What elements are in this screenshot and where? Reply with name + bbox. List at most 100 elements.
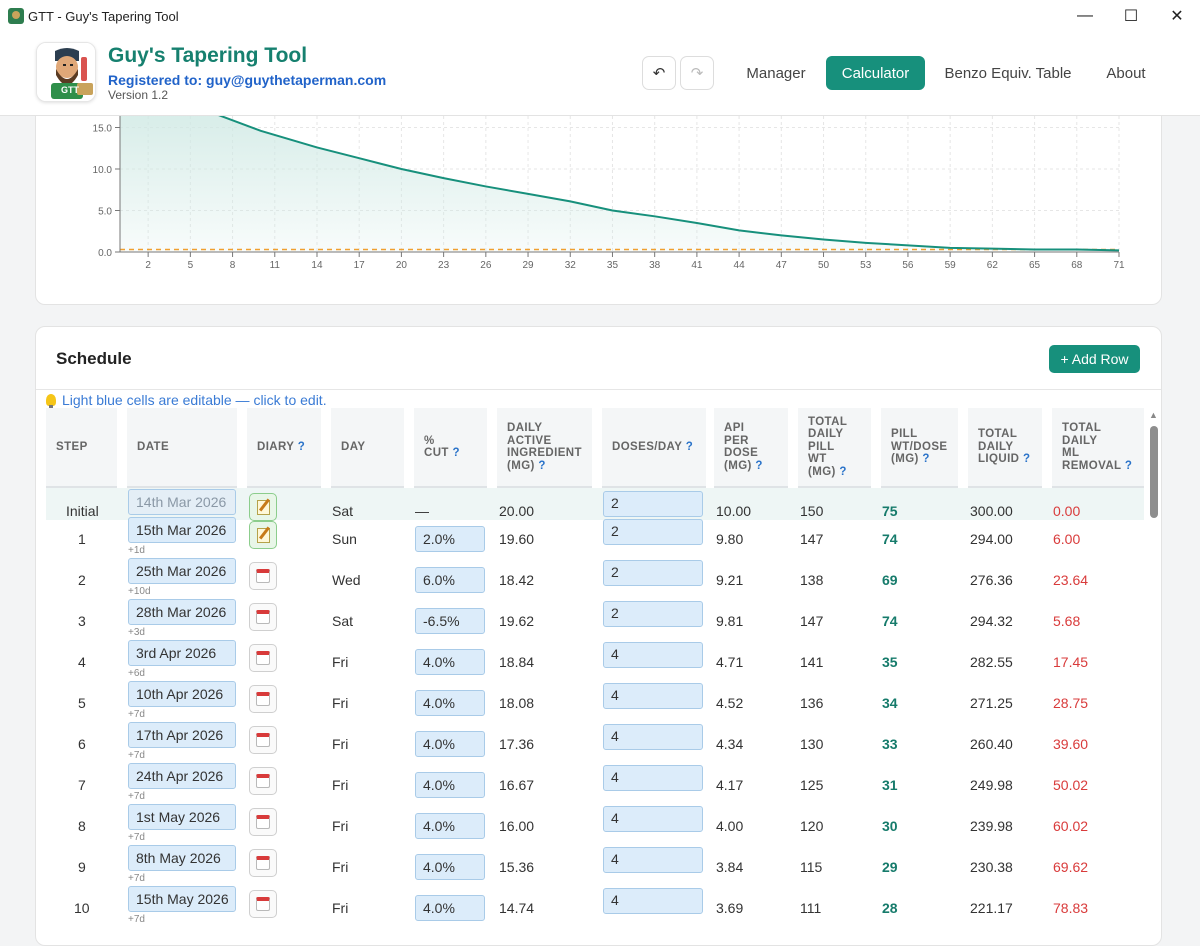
doses-input[interactable]: 4: [603, 724, 703, 750]
x-tick-label: 59: [945, 260, 957, 271]
api-cell: 4.71: [716, 654, 744, 670]
header-tpw: TOTAL DAILY PILL WT (MG) ?: [798, 408, 871, 486]
date-input[interactable]: 28th Mar 2026: [128, 599, 236, 625]
scroll-thumb[interactable]: [1150, 426, 1158, 518]
header-pwd-text: PILL: [891, 428, 918, 441]
nav-manager[interactable]: Manager: [746, 64, 806, 82]
nav-calculator[interactable]: Calculator: [826, 56, 925, 90]
removal-cell: 17.45: [1053, 654, 1089, 670]
diary-button[interactable]: [249, 808, 277, 836]
daily-ingredient-cell: 15.36: [499, 859, 535, 875]
diary-button[interactable]: [249, 890, 277, 918]
nav-benzo-table[interactable]: Benzo Equiv. Table: [944, 64, 1072, 82]
header-dai-text: ACTIVE: [507, 434, 552, 447]
pill-weight-cell: 136: [800, 695, 824, 711]
minimize-button[interactable]: —: [1077, 7, 1093, 24]
calendar-icon: [256, 651, 270, 665]
date-input[interactable]: 8th May 2026: [128, 845, 236, 871]
undo-button[interactable]: ↶: [642, 56, 676, 90]
header-pwd-text: WT/DOSE: [891, 440, 948, 453]
doses-input[interactable]: 4: [603, 847, 703, 873]
doses-input[interactable]: 4: [603, 888, 703, 914]
diary-button[interactable]: [249, 603, 277, 631]
pill-per-dose-cell: 74: [882, 613, 898, 629]
date-input[interactable]: 3rd Apr 2026: [128, 640, 236, 666]
cut-input[interactable]: -6.5%: [415, 608, 485, 634]
header-api-text: (MG): [724, 459, 752, 472]
date-input[interactable]: 1st May 2026: [128, 804, 236, 830]
liquid-cell: 249.98: [970, 777, 1013, 793]
redo-icon: ↷: [690, 65, 704, 82]
add-row-button[interactable]: + Add Row: [1049, 345, 1140, 373]
window-scrollbar[interactable]: [1182, 116, 1200, 930]
cut-input[interactable]: 6.0%: [415, 567, 485, 593]
header-dai-text: DAILY: [507, 422, 543, 434]
help-icon[interactable]: ?: [839, 465, 847, 478]
diary-button[interactable]: [249, 644, 277, 672]
pill-weight-cell: 130: [800, 736, 824, 752]
lightbulb-icon: [46, 394, 56, 408]
cut-input[interactable]: 4.0%: [415, 895, 485, 921]
day-cell: Sat: [332, 613, 354, 629]
help-icon[interactable]: ?: [452, 447, 460, 459]
cut-input[interactable]: 4.0%: [415, 690, 485, 716]
diary-button[interactable]: [249, 493, 277, 521]
header-dai-text: (MG): [507, 459, 535, 472]
help-icon[interactable]: ?: [1022, 453, 1031, 466]
cut-input[interactable]: 4.0%: [415, 772, 485, 798]
doses-input[interactable]: 2: [603, 560, 703, 586]
nav-about[interactable]: About: [1106, 64, 1146, 82]
cut-input[interactable]: 4.0%: [415, 813, 485, 839]
cut-input[interactable]: 4.0%: [415, 731, 485, 757]
redo-button[interactable]: ↷: [680, 56, 714, 90]
daily-ingredient-cell: 14.74: [499, 900, 535, 916]
diary-button[interactable]: [249, 849, 277, 877]
pill-weight-cell: 115: [800, 859, 823, 875]
diary-button[interactable]: [249, 562, 277, 590]
doses-input[interactable]: 2: [603, 601, 703, 627]
x-tick-label: 71: [1113, 260, 1125, 271]
help-icon[interactable]: ?: [755, 459, 763, 472]
diary-button[interactable]: [249, 521, 277, 549]
cut-input[interactable]: 4.0%: [415, 854, 485, 880]
maximize-button[interactable]: ☐: [1123, 8, 1139, 25]
help-icon[interactable]: ?: [1124, 459, 1133, 472]
step-cell: 4: [78, 654, 86, 670]
cut-input[interactable]: 2.0%: [415, 526, 485, 552]
pill-per-dose-cell: 33: [882, 736, 898, 752]
hint-text: Light blue cells are editable — click to…: [62, 392, 327, 408]
version-text: Version 1.2: [108, 88, 169, 102]
step-cell: 7: [78, 777, 86, 793]
date-input[interactable]: 15th May 2026: [128, 886, 236, 912]
table-scrollbar[interactable]: ▲: [1148, 410, 1160, 930]
diary-button[interactable]: [249, 685, 277, 713]
date-input[interactable]: 17th Apr 2026: [128, 722, 236, 748]
help-icon[interactable]: ?: [922, 453, 930, 466]
doses-input[interactable]: 4: [603, 806, 703, 832]
doses-input[interactable]: 4: [603, 765, 703, 791]
diary-button[interactable]: [249, 726, 277, 754]
cut-input[interactable]: 4.0%: [415, 649, 485, 675]
removal-cell: 60.02: [1053, 818, 1089, 834]
window-title: GTT - Guy's Tapering Tool: [28, 8, 179, 24]
doses-input[interactable]: 4: [603, 642, 703, 668]
close-button[interactable]: ✕: [1170, 8, 1184, 25]
header-underline: [497, 486, 592, 488]
date-delta: +6d: [128, 668, 145, 679]
liquid-cell: 276.36: [970, 572, 1013, 588]
scroll-up-icon[interactable]: ▲: [1149, 410, 1158, 420]
header-date: DATE: [127, 408, 237, 486]
x-tick-label: 20: [396, 260, 408, 271]
help-icon[interactable]: ?: [685, 440, 694, 453]
date-input[interactable]: 10th Apr 2026: [128, 681, 236, 707]
doses-input[interactable]: 2: [603, 491, 703, 517]
date-input[interactable]: 24th Apr 2026: [128, 763, 236, 789]
header-underline: [881, 486, 958, 488]
doses-input[interactable]: 2: [603, 519, 703, 545]
date-input[interactable]: 25th Mar 2026: [128, 558, 236, 584]
diary-button[interactable]: [249, 767, 277, 795]
doses-input[interactable]: 4: [603, 683, 703, 709]
help-icon[interactable]: ?: [297, 440, 306, 453]
date-input[interactable]: 15th Mar 2026: [128, 517, 236, 543]
help-icon[interactable]: ?: [538, 459, 546, 472]
